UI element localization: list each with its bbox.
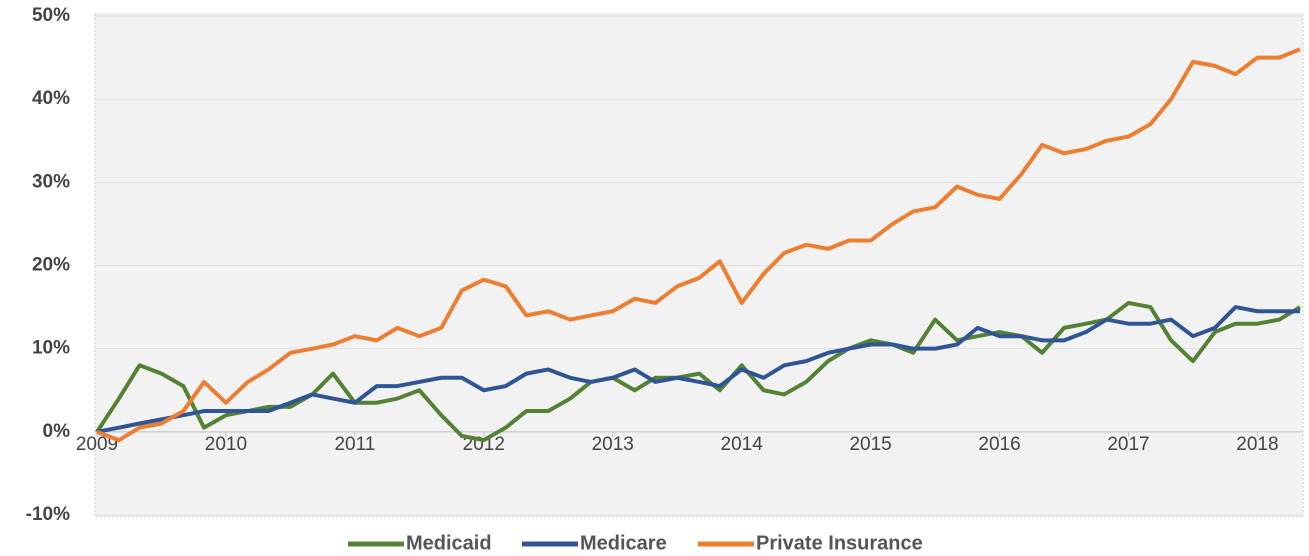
x-tick-label: 2011	[334, 434, 375, 455]
series-line	[96, 47, 1301, 443]
series-line	[95, 300, 1302, 443]
legend-label: Private Insurance	[756, 532, 923, 554]
x-tick-label: 2016	[978, 434, 1020, 455]
x-tick-label: 2017	[1107, 434, 1149, 455]
x-tick-label: 2009	[76, 434, 118, 455]
legend-label: Medicaid	[406, 532, 492, 554]
y-tick-label: 30%	[32, 171, 70, 192]
y-tick-label: 40%	[32, 88, 70, 109]
x-tick-label: 2018	[1236, 434, 1278, 455]
y-tick-label: 0%	[43, 421, 71, 442]
x-tick-label: 2010	[205, 434, 247, 455]
x-tick-label: 2013	[592, 434, 634, 455]
y-tick-label: 10%	[32, 338, 70, 359]
x-tick-label: 2014	[721, 434, 764, 455]
y-tick-label: 50%	[32, 5, 70, 26]
legend-label: Medicare	[580, 532, 667, 554]
y-tick-label: 20%	[32, 255, 70, 276]
series-line	[96, 305, 1300, 434]
x-tick-label: 2015	[849, 434, 891, 455]
y-tick-label: -10%	[26, 504, 70, 525]
